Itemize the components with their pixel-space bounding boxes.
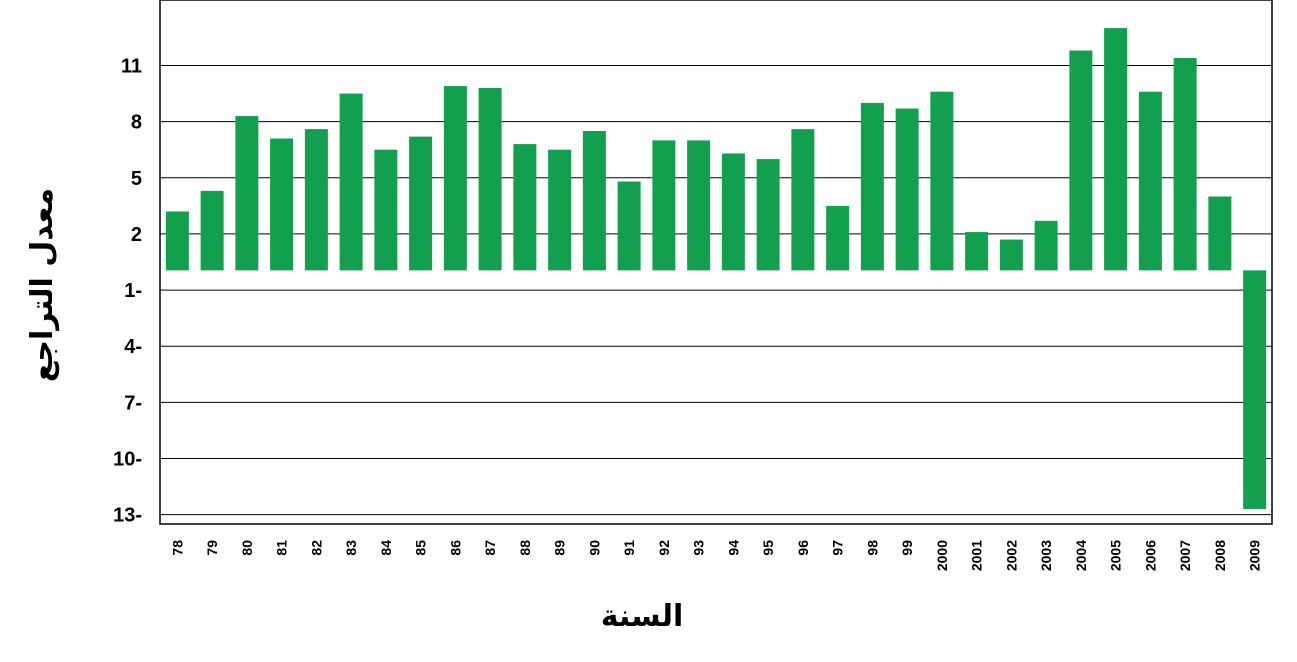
x-tick-label: 2003 (1038, 540, 1054, 571)
bar-93 (687, 140, 711, 271)
x-tick-label: 2000 (934, 540, 950, 571)
y-tick-label: 11 (121, 56, 142, 78)
x-tick-label: 83 (343, 540, 359, 556)
x-tick-label: 78 (169, 540, 185, 556)
bar-85 (409, 136, 433, 271)
x-tick-label: 81 (274, 540, 290, 556)
bar-2006 (1138, 91, 1162, 271)
x-axis-title: السنة (601, 599, 684, 634)
x-tick-labels: 78 79 80 81 82 83 84 85 86 87 88 89 90 91 92 93 94 95 96 97… (169, 540, 1262, 571)
x-tick-label: 86 (447, 540, 463, 556)
bar-98 (860, 102, 884, 271)
bar-94 (721, 153, 745, 271)
bar-2004 (1069, 50, 1093, 271)
bar-97 (826, 205, 850, 271)
x-tick-label: 84 (378, 540, 394, 556)
x-tick-label: 2007 (1177, 540, 1193, 571)
bar-79 (200, 190, 224, 271)
bar-78 (165, 211, 189, 271)
x-tick-label: 2008 (1212, 540, 1228, 571)
x-tick-label: 97 (830, 540, 846, 556)
bar-82 (304, 129, 328, 271)
y-tick-labels: 11 8 5 2 1- 4- 7- 10- 13- (113, 56, 142, 527)
x-tick-label: 93 (691, 540, 707, 556)
x-tick-label: 98 (864, 540, 880, 556)
bar-2003 (1034, 220, 1058, 271)
bar-88 (513, 144, 537, 271)
x-tick-label: 87 (482, 540, 498, 556)
x-tick-label: 2009 (1247, 540, 1263, 571)
x-tick-label: 88 (517, 540, 533, 556)
bar-83 (339, 93, 363, 271)
bars (165, 28, 1267, 510)
x-tick-label: 96 (795, 540, 811, 556)
bar-2009 (1243, 270, 1267, 510)
x-tick-label: 82 (308, 540, 324, 556)
x-tick-label: 80 (239, 540, 255, 556)
y-tick-label: 5 (131, 168, 142, 190)
bar-87 (478, 87, 502, 271)
x-tick-label: 95 (760, 540, 776, 556)
x-tick-label: 91 (621, 540, 637, 556)
x-tick-label: 92 (656, 540, 672, 556)
bar-89 (548, 149, 572, 271)
x-tick-label: 99 (899, 540, 915, 556)
x-tick-label: 2002 (1003, 540, 1019, 571)
x-tick-label: 90 (586, 540, 602, 556)
bar-81 (270, 138, 294, 271)
x-tick-label: 89 (552, 540, 568, 556)
x-tick-label: 2004 (1073, 540, 1089, 571)
y-axis-title: معدل التراجع (25, 188, 60, 382)
y-tick-label: 4- (124, 336, 142, 358)
bar-95 (756, 159, 780, 271)
bar-90 (582, 131, 606, 271)
bar-2002 (999, 239, 1023, 271)
x-tick-label: 2001 (969, 540, 985, 571)
bar-99 (895, 108, 919, 271)
x-tick-label: 2006 (1142, 540, 1158, 571)
bar-2000 (930, 91, 954, 271)
bar-92 (652, 140, 676, 271)
bar-96 (791, 129, 815, 271)
y-tick-label: 10- (113, 449, 142, 471)
y-tick-label: 13- (113, 505, 142, 527)
bar-86 (443, 86, 467, 271)
bar-91 (617, 181, 641, 271)
bar-2007 (1173, 58, 1197, 271)
bar-2005 (1104, 28, 1128, 271)
bar-80 (235, 116, 259, 271)
bar-84 (374, 149, 398, 271)
y-tick-label: 1- (124, 280, 142, 302)
bar-2008 (1208, 196, 1232, 271)
x-tick-label: 79 (204, 540, 220, 556)
x-tick-label: 85 (413, 540, 429, 556)
y-tick-label: 2 (131, 224, 142, 246)
y-tick-label: 8 (131, 112, 142, 134)
y-tick-label: 7- (124, 392, 142, 414)
x-tick-label: 2005 (1108, 540, 1124, 571)
x-tick-label: 94 (725, 540, 741, 556)
bar-2001 (965, 232, 989, 271)
